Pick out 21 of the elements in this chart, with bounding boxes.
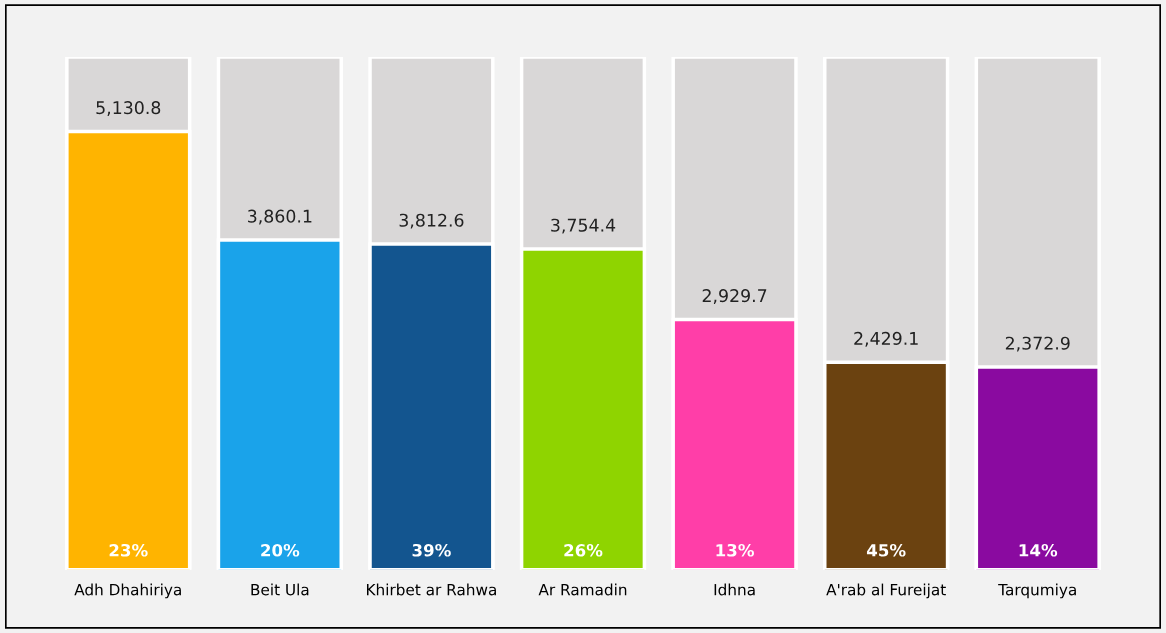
data-label: 3,860.1 xyxy=(248,209,312,225)
x-tick-label: Idhna xyxy=(714,583,755,596)
annotation: 39% xyxy=(412,543,451,557)
x-tick-label: A'rab al Fureijat xyxy=(826,583,946,599)
annotation: 20% xyxy=(261,543,300,557)
data-label: 5,130.8 xyxy=(96,101,161,116)
data-label: 3,754.4 xyxy=(551,218,616,234)
annotation: 45% xyxy=(866,543,906,557)
data-label: 2,929.7 xyxy=(702,289,767,304)
x-tick-label: Adh Dhahiriya xyxy=(74,583,181,599)
x-tick-label: Beit Ula xyxy=(251,583,309,596)
data-label: 3,812.6 xyxy=(399,213,464,229)
annotation: 14% xyxy=(1019,543,1058,557)
annotation: 13% xyxy=(716,543,754,557)
data-label: 2,429.1 xyxy=(854,331,918,347)
annotation: 23% xyxy=(109,543,148,557)
x-tick-label: Ar Ramadin xyxy=(538,583,627,596)
data-label: 2,372.9 xyxy=(1005,336,1070,352)
x-tick-label: Tarqumiya xyxy=(998,583,1076,599)
annotation: 26% xyxy=(564,543,603,557)
x-tick-label: Khirbet ar Rahwa xyxy=(367,583,496,596)
